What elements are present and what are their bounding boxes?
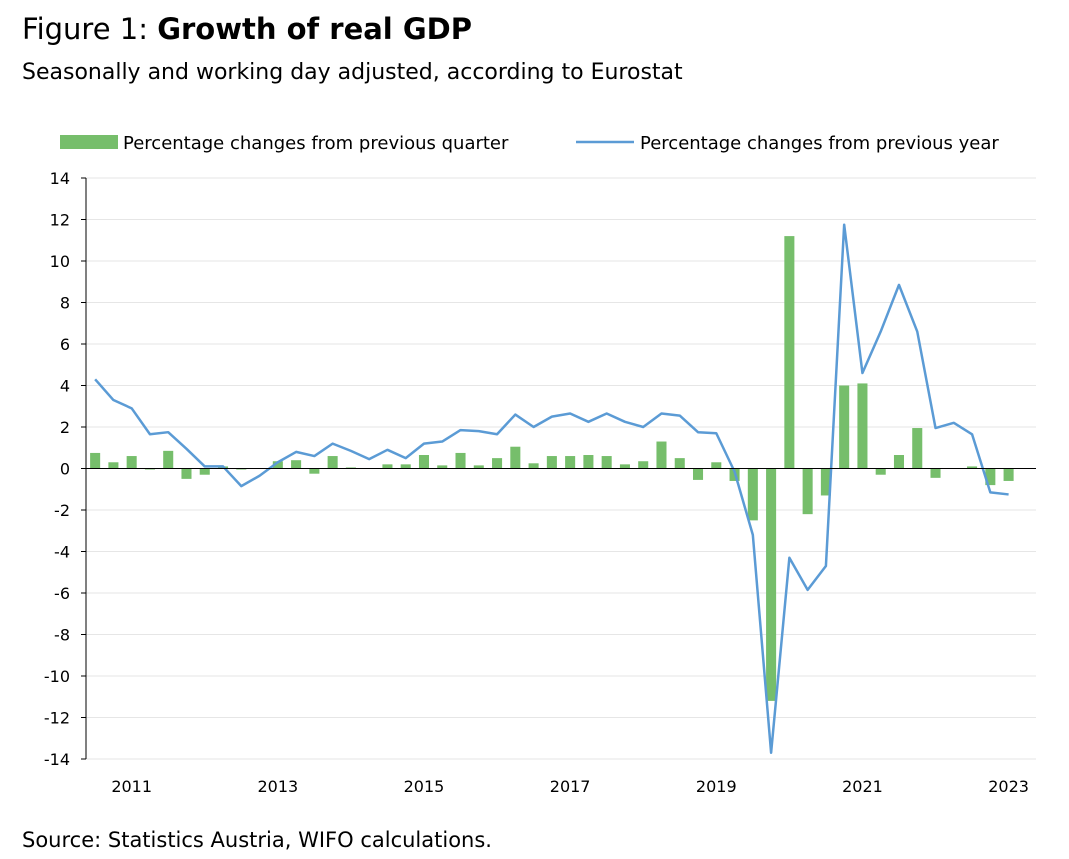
x-tick-label: 2015 (404, 777, 445, 796)
x-tick-label: 2023 (988, 777, 1029, 796)
bar (985, 468, 996, 486)
legend-label-quarter: Percentage changes from previous quarter (123, 133, 509, 154)
bar (857, 383, 868, 469)
bar (565, 456, 576, 469)
y-tick-labels: -14 -12 -10 -8 -6 -4 -2 0 2 4 6 8 10 12 14 (44, 169, 70, 769)
bar (144, 468, 155, 470)
bar (108, 462, 119, 469)
bar (492, 458, 503, 469)
y-tick-label: -4 (54, 543, 70, 562)
y-tick-label: -6 (54, 584, 70, 603)
bar (345, 467, 356, 469)
bar (711, 462, 722, 469)
bar (236, 468, 247, 470)
bar (619, 464, 630, 469)
legend-label-year: Percentage changes from previous year (640, 133, 999, 154)
y-tick-label: 6 (60, 335, 70, 354)
bar (473, 465, 484, 469)
y-tick-label: -10 (44, 667, 70, 686)
bar (893, 455, 905, 469)
bar (674, 458, 685, 469)
bar (601, 456, 612, 469)
bar (875, 468, 886, 475)
title-prefix: Figure 1: (22, 12, 158, 46)
bar (199, 468, 210, 475)
y-tick-label: -2 (54, 501, 70, 520)
y-tick-label: 8 (60, 294, 70, 313)
bar-series (90, 236, 1014, 701)
y-tick-label: -8 (54, 626, 70, 645)
x-tick-label: 2013 (257, 777, 298, 796)
bar (455, 452, 466, 469)
x-tick-label: 2019 (696, 777, 737, 796)
bar (437, 465, 448, 469)
bar (90, 452, 101, 469)
bar (163, 450, 174, 469)
bar (912, 428, 923, 469)
bar (802, 468, 813, 515)
bar (766, 468, 777, 701)
axes (81, 177, 1036, 760)
y-tick-label: 14 (50, 169, 70, 188)
bar (510, 446, 521, 469)
bar (181, 468, 192, 479)
bar (656, 441, 667, 469)
bar (327, 456, 338, 469)
y-tick-label: 12 (50, 211, 70, 230)
bar (820, 468, 831, 496)
x-tick-labels: 2011 2013 2015 2017 2019 2021 2023 (111, 777, 1029, 796)
bar (528, 463, 539, 469)
bar (1003, 468, 1014, 481)
bar (272, 461, 283, 469)
x-tick-label: 2017 (550, 777, 591, 796)
bar (126, 456, 137, 469)
x-tick-label: 2011 (111, 777, 152, 796)
y-tick-label: -14 (44, 750, 70, 769)
chart-title: Figure 1: Growth of real GDP (22, 12, 472, 46)
y-tick-label: 2 (60, 418, 70, 437)
bar (309, 468, 320, 474)
bar (400, 464, 411, 469)
bar (747, 468, 758, 521)
bar (692, 468, 704, 480)
y-tick-label: 4 (60, 377, 70, 396)
bar (967, 466, 978, 469)
y-tick-label: 0 (60, 460, 70, 479)
y-tick-label: -12 (44, 709, 70, 728)
bar (784, 236, 795, 469)
title-bold: Growth of real GDP (157, 12, 472, 46)
x-tick-label: 2021 (842, 777, 883, 796)
series-line (94, 223, 1009, 755)
legend-swatch-quarter (60, 135, 118, 149)
line-series (94, 223, 1009, 755)
legend: Percentage changes from previous quarter… (60, 133, 999, 154)
bar (291, 460, 302, 469)
bar (839, 385, 850, 469)
bar (930, 468, 941, 478)
bar (418, 455, 430, 469)
bar (638, 461, 649, 469)
bar (583, 455, 594, 469)
y-tick-label: 10 (50, 252, 70, 271)
source-note: Source: Statistics Austria, WIFO calcula… (22, 828, 492, 852)
gridlines (86, 177, 1036, 760)
chart-subtitle: Seasonally and working day adjusted, acc… (22, 60, 683, 85)
bar (382, 464, 393, 469)
bar (546, 456, 557, 469)
